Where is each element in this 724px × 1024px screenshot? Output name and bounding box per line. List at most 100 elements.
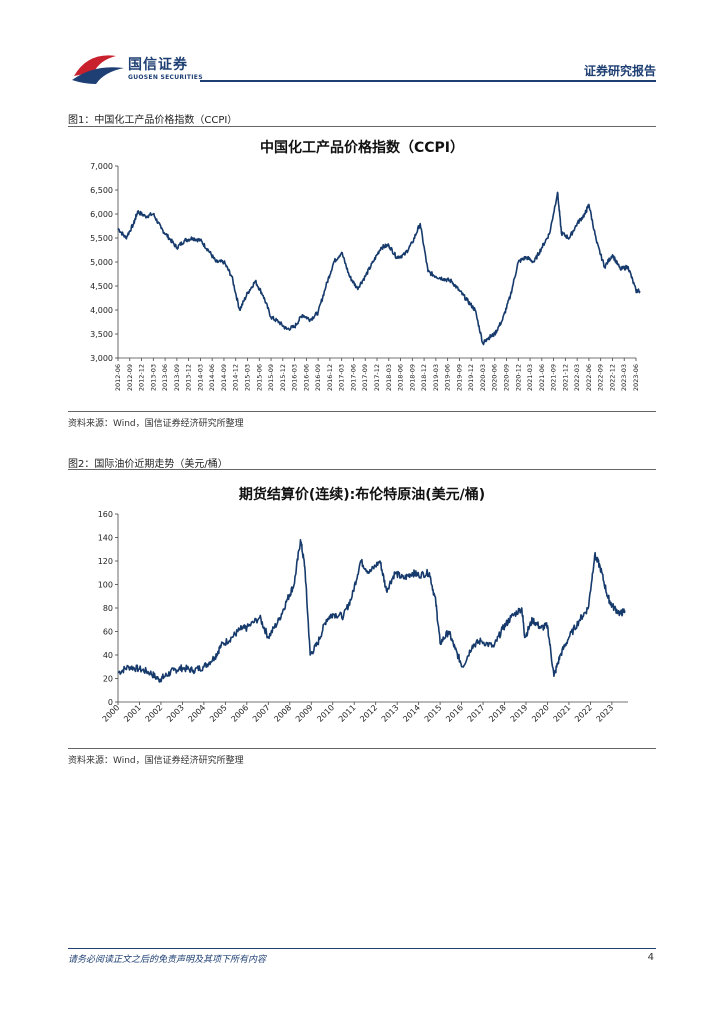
brent-x-tick-label: 2012 (358, 703, 379, 724)
brent-y-tick-label: 20 (103, 675, 113, 684)
ccpi-x-tick-label: 2013-06 (161, 364, 169, 391)
brent-x-tick-label: 2021 (552, 703, 573, 724)
ccpi-x-tick-label: 2018-12 (420, 364, 428, 391)
company-logo: 国信证券 GUOSEN SECURITIES (70, 50, 210, 86)
ccpi-y-tick-label: 3,000 (90, 354, 113, 363)
company-name-cn: 国信证券 (128, 57, 188, 73)
ccpi-x-tick-label: 2018-06 (397, 364, 405, 391)
brent-x-tick-label: 2018 (487, 703, 508, 724)
ccpi-y-tick-label: 5,500 (90, 234, 113, 243)
brent-x-tick-label: 2011 (337, 703, 358, 724)
brent-x-tick-label: 2017 (466, 703, 487, 724)
ccpi-x-tick-label: 2017-06 (349, 364, 357, 391)
ccpi-x-tick-label: 2016-09 (314, 364, 322, 391)
figure-2-top-rule (68, 469, 656, 470)
ccpi-x-tick-label: 2014-03 (196, 364, 204, 391)
ccpi-svg: 中国化工产品价格指数（CCPI） 3,000 3,500 4,000 4,500 5,00… (90, 139, 641, 391)
ccpi-x-tick-label: 2014-09 (220, 364, 228, 391)
ccpi-x-tick-label: 2015-06 (255, 364, 263, 391)
brent-series-line (117, 539, 626, 683)
ccpi-x-tick-label: 2015-12 (279, 364, 287, 391)
ccpi-x-tick-label: 2018-03 (385, 364, 393, 391)
brent-x-tick-label: 2001 (122, 703, 143, 724)
ccpi-x-tick-label: 2014-12 (232, 364, 240, 391)
ccpi-x-tick-label: 2017-03 (338, 364, 346, 391)
ccpi-x-tick-label: 2019-12 (467, 364, 475, 391)
figure-1-source: 资料来源：Wind，国信证券经济研究所整理 (68, 419, 244, 429)
brent-x-tick-label: 2008 (272, 703, 293, 724)
ccpi-x-tick-label: 2021-09 (550, 364, 558, 391)
footer-divider (68, 948, 656, 949)
brent-title: 期货结算价(连续):布伦特原油(美元/桶) (239, 486, 485, 503)
ccpi-x-tick-label: 2016-03 (291, 364, 299, 391)
ccpi-x-tick-label: 2013-03 (149, 364, 157, 391)
brent-x-tick-label: 2016 (444, 703, 465, 724)
footer-disclaimer: 请务必阅读正文之后的免责声明及其项下所有内容 (68, 955, 267, 965)
ccpi-x-tick-label: 2019-03 (432, 364, 440, 391)
figure-2-bottom-rule (68, 748, 656, 749)
ccpi-x-tick-label: 2019-06 (444, 364, 452, 391)
ccpi-x-tick-label: 2013-12 (185, 364, 193, 391)
figure-2-source: 资料来源：Wind，国信证券经济研究所整理 (68, 756, 244, 766)
ccpi-x-tick-label: 2020-12 (514, 364, 522, 391)
brent-y-tick-label: 80 (103, 604, 113, 613)
brent-x-tick-label: 2022 (573, 703, 594, 724)
brent-x-tick-label: 2019 (509, 703, 530, 724)
ccpi-y-tick-label: 3,500 (90, 330, 113, 339)
figure-1-top-rule (68, 126, 656, 127)
brent-x-tick-label: 2000 (101, 703, 122, 724)
brent-x-tick-label: 2023 (595, 703, 616, 724)
page-header: 国信证券 GUOSEN SECURITIES 证券研究报告 (0, 0, 724, 90)
brent-svg: 期货结算价(连续):布伦特原油(美元/桶) 0 20 40 60 80 100 120 140 1… (98, 486, 628, 724)
ccpi-x-tick-label: 2021-03 (526, 364, 534, 391)
ccpi-x-tick-label: 2012-06 (114, 364, 122, 391)
ccpi-x-tick-label: 2021-06 (538, 364, 546, 391)
ccpi-y-tick-label: 5,000 (90, 258, 113, 267)
ccpi-x-tick-label: 2021-12 (561, 364, 569, 391)
ccpi-x-tick-label: 2022-03 (573, 364, 581, 391)
ccpi-x-tick-label: 2020-06 (491, 364, 499, 391)
ccpi-x-tick-label: 2023-03 (620, 364, 628, 391)
figure-1-caption: 图1：中国化工产品价格指数（CCPI） (68, 115, 238, 126)
ccpi-x-tick-label: 2015-09 (267, 364, 275, 391)
ccpi-x-tick-label: 2019-09 (455, 364, 463, 391)
brent-x-tick-label: 2020 (530, 703, 551, 724)
header-divider (200, 80, 656, 82)
brent-x-tick-label: 2002 (144, 703, 165, 724)
ccpi-y-tick-label: 6,500 (90, 186, 113, 195)
brent-y-tick-label: 100 (98, 581, 113, 590)
logo-emblem-icon (72, 55, 124, 84)
ccpi-y-tick-label: 4,000 (90, 306, 113, 315)
brent-y-tick-label: 40 (103, 651, 113, 660)
brent-y-tick-label: 60 (103, 628, 113, 637)
ccpi-x-tick-label: 2014-06 (208, 364, 216, 391)
brent-x-tick-label: 2009 (294, 703, 315, 724)
brent-y-tick-label: 160 (98, 510, 113, 519)
company-name-en: GUOSEN SECURITIES (128, 74, 203, 81)
ccpi-series-line (117, 191, 641, 346)
ccpi-x-tick-label: 2012-12 (138, 364, 146, 391)
figure-2-caption: 图2：国际油价近期走势（美元/桶） (68, 459, 228, 470)
brent-y-tick-label: 140 (98, 534, 113, 543)
ccpi-x-tick-label: 2022-06 (585, 364, 593, 391)
ccpi-x-tick-label: 2016-06 (302, 364, 310, 391)
ccpi-x-tick-label: 2013-09 (173, 364, 181, 391)
ccpi-title: 中国化工产品价格指数（CCPI） (260, 139, 464, 156)
ccpi-x-tick-label: 2017-12 (373, 364, 381, 391)
ccpi-y-tick-label: 7,000 (90, 162, 113, 171)
brent-x-tick-label: 2014 (401, 703, 422, 724)
brent-x-tick-label: 2006 (229, 703, 250, 724)
ccpi-y-tick-label: 6,000 (90, 210, 113, 219)
brent-x-tick-label: 2003 (165, 703, 186, 724)
ccpi-x-tick-label: 2015-03 (244, 364, 252, 391)
ccpi-x-tick-label: 2012-09 (126, 364, 134, 391)
ccpi-x-tick-label: 2023-06 (632, 364, 640, 391)
figure-1-bottom-rule (68, 411, 656, 412)
brent-x-tick-label: 2015 (423, 703, 444, 724)
brent-x-tick-label: 2004 (187, 703, 208, 724)
ccpi-x-tick-label: 2020-03 (479, 364, 487, 391)
ccpi-x-tick-label: 2018-09 (408, 364, 416, 391)
ccpi-y-tick-label: 4,500 (90, 282, 113, 291)
ccpi-x-tick-label: 2022-12 (608, 364, 616, 391)
ccpi-x-tick-label: 2016-12 (326, 364, 334, 391)
